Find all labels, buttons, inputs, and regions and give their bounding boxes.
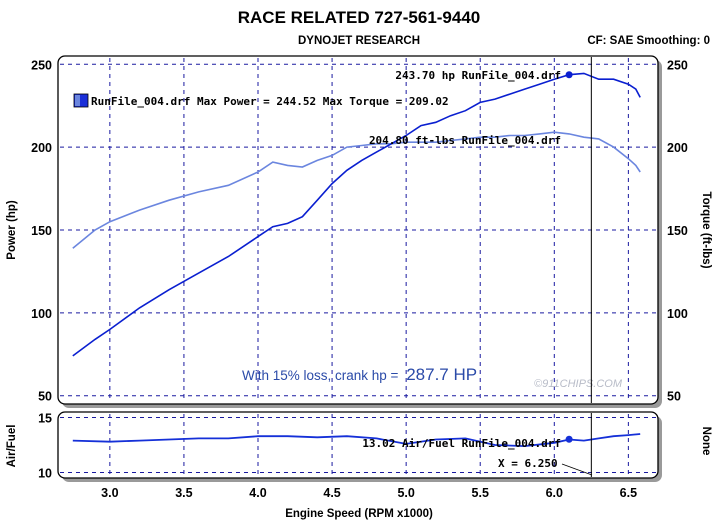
power-series-label: 243.70 hp RunFile_004.drf [395, 69, 561, 82]
tick-labels: 3.0 3.5 4.0 4.5 5.0 5.5 6.0 6.5 50 100 150 200 250 50… [31, 58, 688, 500]
airfuel-y-tick-label: 10 [38, 467, 52, 481]
y-tick-label: 200 [31, 141, 52, 155]
y-tick-label: 250 [31, 58, 52, 72]
power-series-line [72, 72, 641, 357]
chart-title: RACE RELATED 727-561-9440 [238, 8, 481, 27]
x-tick-label: 5.5 [472, 486, 489, 500]
x-tick-label: 6.5 [620, 486, 637, 500]
x-tick-label: 3.0 [101, 486, 118, 500]
y2-tick-label: 200 [667, 141, 688, 155]
y2-tick-label: 50 [667, 390, 681, 404]
main-grid [60, 58, 656, 402]
x-tick-label: 4.5 [323, 486, 340, 500]
x-tick-label: 6.0 [546, 486, 563, 500]
y-tick-label: 50 [38, 390, 52, 404]
x-tick-label: 5.0 [397, 486, 414, 500]
main-panel [57, 55, 662, 408]
y2-axis-label: Torque (ft-lbs) [700, 191, 712, 268]
x-axis-label: Engine Speed (RPM x1000) [285, 508, 433, 520]
x-tick-label: 4.0 [249, 486, 266, 500]
power-marker [565, 71, 573, 79]
watermark: ©911CHIPS.COM [534, 378, 623, 390]
airfuel-marker [565, 435, 573, 443]
settings-label: CF: SAE Smoothing: 0 [587, 35, 710, 47]
airfuel-panel [57, 411, 662, 482]
legend-text: RunFile_004.drf Max Power = 244.52 Max T… [91, 95, 449, 108]
x-tick-label: 3.5 [175, 486, 192, 500]
airfuel-y2-axis-label: None [700, 427, 712, 456]
torque-series-line [72, 131, 641, 249]
airfuel-panel-frame [57, 411, 659, 479]
cursor-label-leader [561, 463, 593, 476]
crank-hp-text: With 15% loss, crank hp = 287.7 HP [242, 365, 477, 384]
airfuel-axis-label: Air/Fuel [6, 425, 18, 468]
y2-tick-label: 100 [667, 307, 688, 321]
y-axis-label: Power (hp) [6, 200, 18, 260]
airfuel-y-tick-label: 15 [38, 412, 52, 426]
y-tick-label: 100 [31, 307, 52, 321]
legend-swatch-highlight [75, 95, 80, 106]
crank-hp-prefix: With 15% loss, crank hp = [242, 368, 399, 383]
torque-series-label: 204.80 ft-lbs RunFile_004.drf [369, 134, 561, 147]
y-tick-label: 150 [31, 224, 52, 238]
cursor-label: X = 6.250 [498, 457, 558, 470]
airfuel-series-label: 13.02 Air/Fuel RunFile_004.drf [362, 437, 561, 450]
airfuel-grid [60, 414, 656, 476]
crank-hp-value: 287.7 HP [406, 365, 477, 384]
airfuel-series-line [72, 433, 641, 448]
y2-tick-label: 250 [667, 58, 688, 72]
chart-subtitle: DYNOJET RESEARCH [298, 35, 420, 47]
y2-tick-label: 150 [667, 224, 688, 238]
